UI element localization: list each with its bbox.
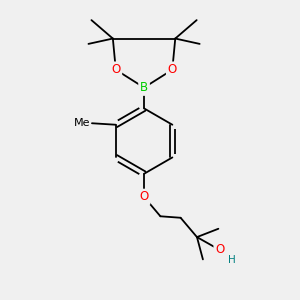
Text: Me: Me: [74, 118, 90, 128]
Text: B: B: [140, 81, 148, 94]
Text: H: H: [228, 255, 236, 265]
Text: O: O: [140, 190, 149, 203]
Text: O: O: [215, 243, 224, 256]
Text: O: O: [168, 63, 177, 76]
Text: O: O: [111, 63, 120, 76]
